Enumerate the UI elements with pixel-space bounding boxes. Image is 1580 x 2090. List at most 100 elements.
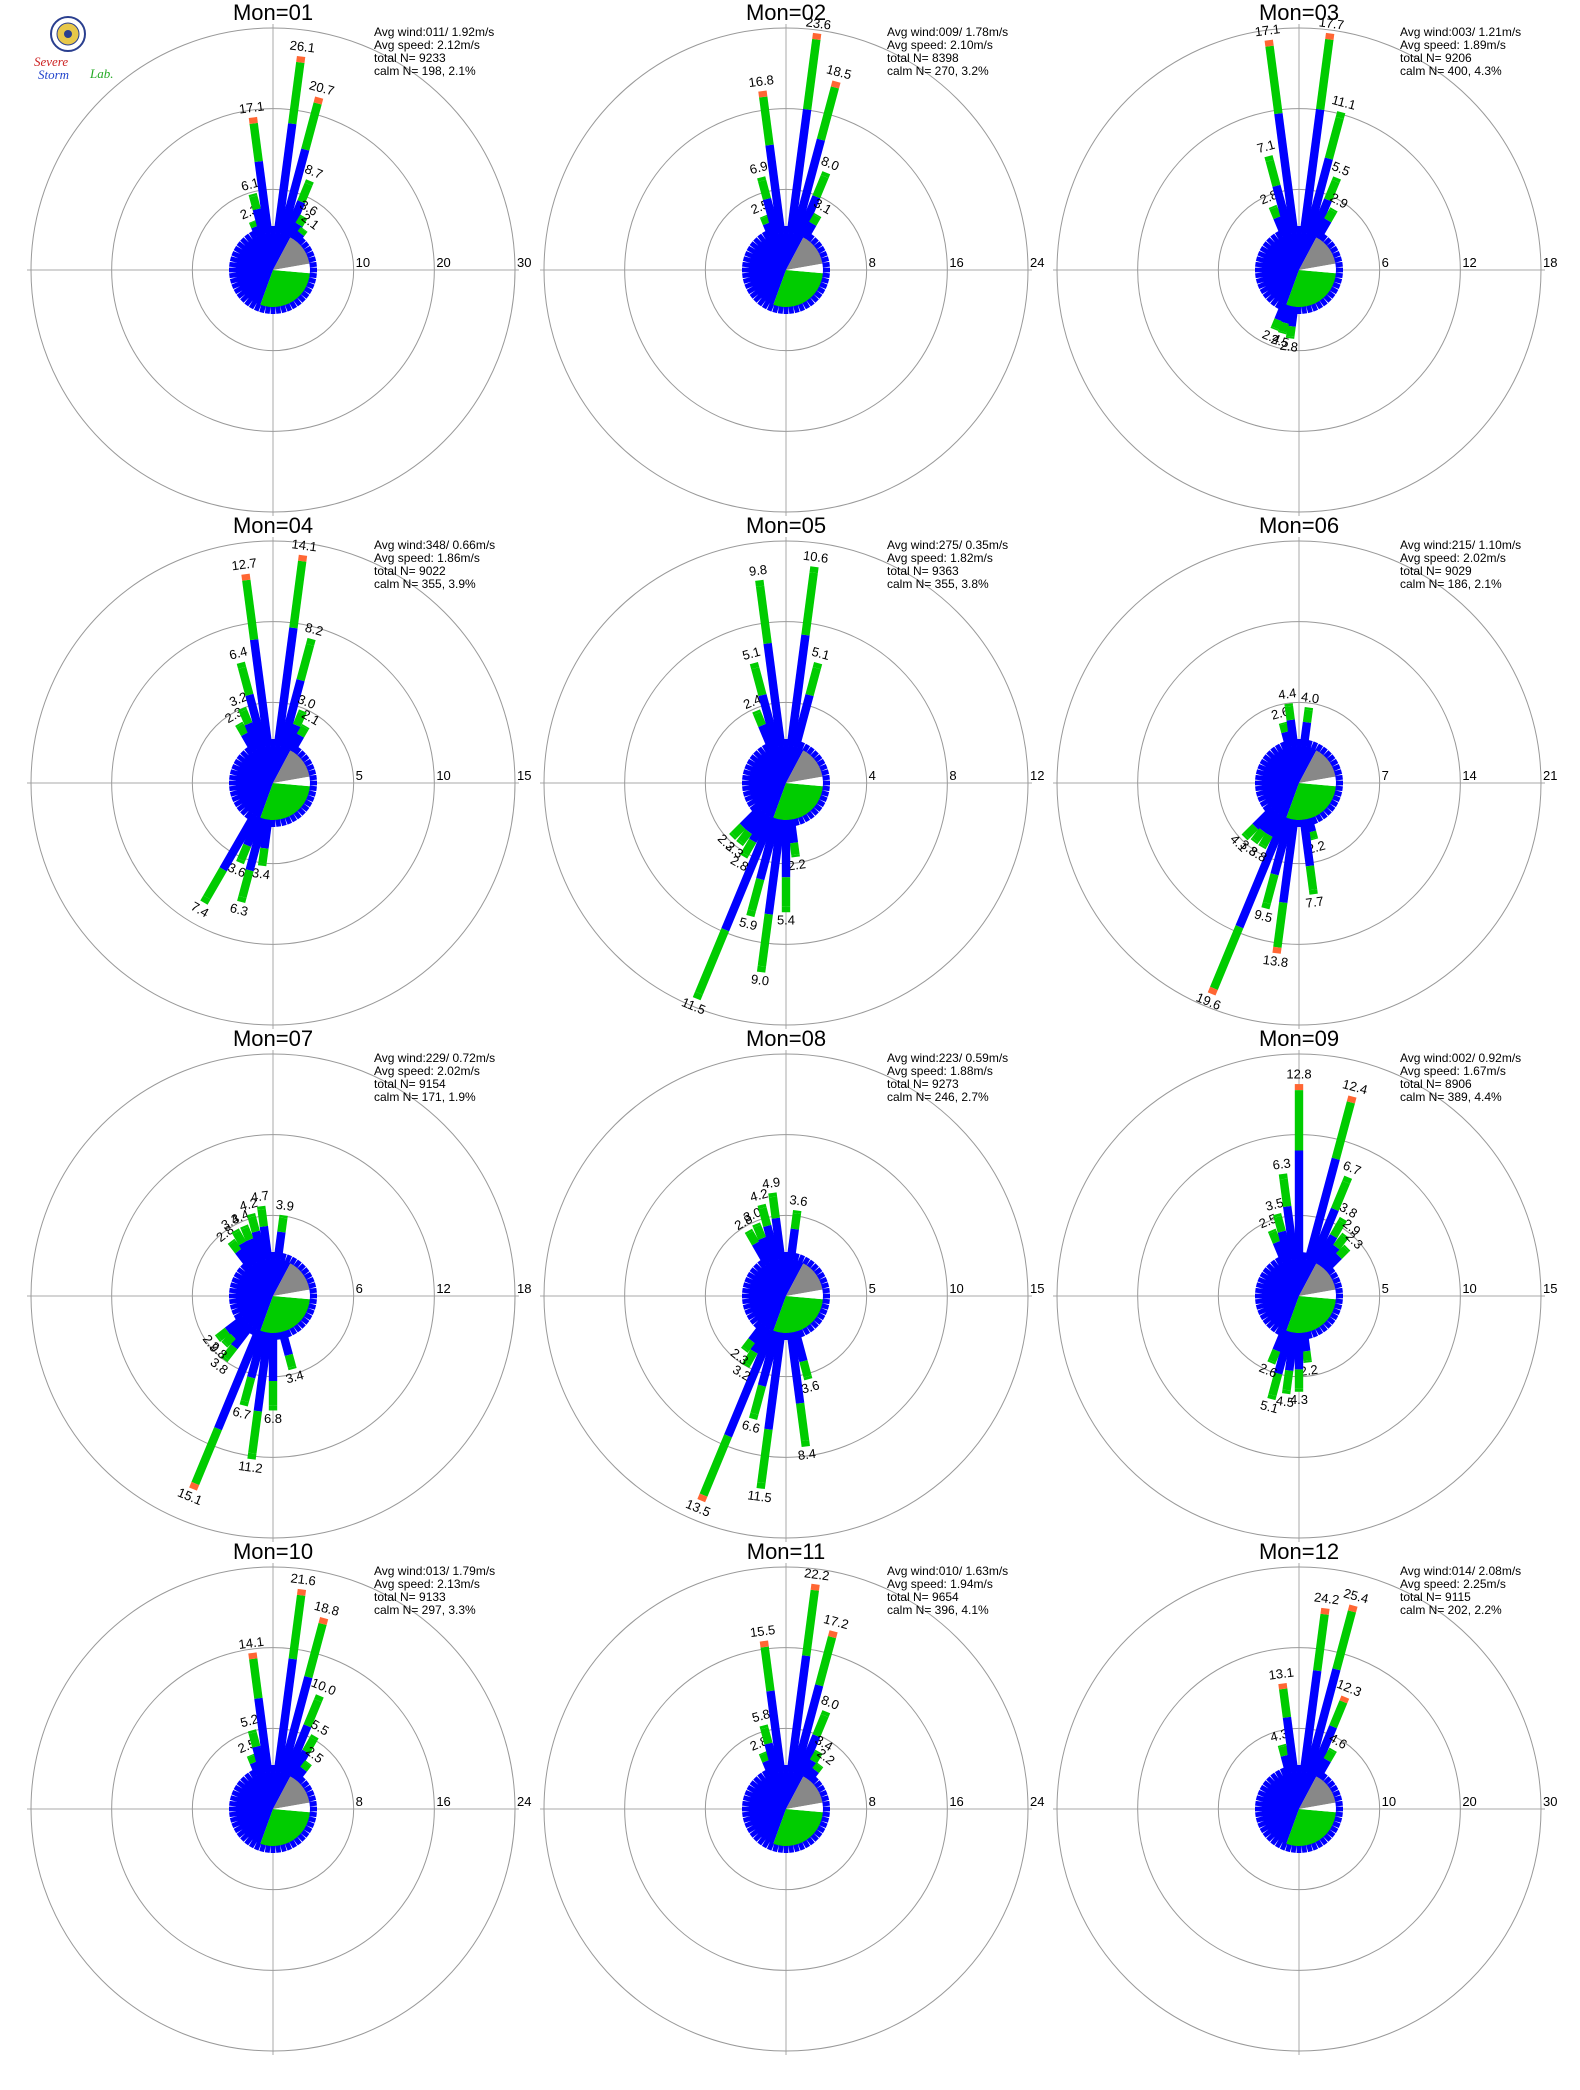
bar-segment-inner: [230, 1322, 254, 1350]
bar-segment-top: [729, 832, 737, 840]
bar-label: 5.1: [1259, 1397, 1280, 1416]
minor-bar: [797, 815, 806, 825]
bar-segment-mid: [228, 1240, 242, 1254]
calm-pie-green: [773, 783, 823, 820]
chart-title: Mon=02: [746, 0, 826, 25]
minor-bar: [229, 1298, 238, 1305]
minor-bar: [1331, 763, 1341, 772]
bar-segment-top: [768, 1192, 778, 1198]
bar-5: 5.5: [1309, 158, 1352, 238]
bar-segment-outer: [1325, 32, 1335, 40]
minor-bar: [309, 1806, 317, 1812]
bar-segment-top: [246, 1753, 256, 1758]
chart-title: Mon=01: [233, 0, 313, 25]
bar-segment-top: [812, 662, 823, 670]
bar-label: 21.6: [290, 1570, 317, 1588]
bar-segment-mid: [249, 195, 261, 211]
bar-9: 2.2: [1299, 1332, 1319, 1379]
minor-bar: [264, 1844, 271, 1853]
bar-segment-inner: [1272, 184, 1294, 236]
avg-wind-text: Avg wind:215/ 1.10m/s: [1400, 538, 1521, 552]
bar-segment-inner: [1304, 157, 1333, 236]
bar-segment-mid: [1271, 318, 1283, 330]
bar-label: 9.8: [748, 562, 768, 579]
calm-pie-white: [1299, 263, 1336, 274]
minor-bar: [229, 256, 239, 264]
bar-segment-mid: [1268, 1372, 1283, 1397]
calm-pie-blue: [748, 1258, 804, 1331]
bar-label: 11.1: [1330, 92, 1357, 113]
bar-segment-inner: [1299, 819, 1315, 867]
total-n-text: total N= 8906: [1400, 1077, 1472, 1091]
bar-label: 6.1: [239, 175, 260, 194]
bar-1: 4.4: [1277, 685, 1299, 747]
avg-wind-text: Avg wind:223/ 0.59m/s: [887, 1051, 1008, 1065]
bar-2: 6.4: [228, 643, 268, 749]
bar-segment-mid: [751, 667, 767, 697]
bar-label: 2.8: [1279, 338, 1299, 355]
calm-pie-white: [273, 1289, 310, 1300]
bar-3: 25.4: [1304, 1585, 1370, 1775]
ring-2: [1137, 108, 1461, 432]
bar-label: 25.4: [1342, 1585, 1370, 1606]
bar-label: 5.8: [750, 1706, 771, 1725]
bar-segment-mid: [248, 1731, 261, 1748]
bar-segment-mid: [191, 1427, 222, 1486]
avg-speed-text: Avg speed: 2.13m/s: [374, 1577, 480, 1591]
ring-label-1: 5: [1382, 1281, 1389, 1296]
avg-speed-text: Avg speed: 2.25m/s: [1400, 1577, 1506, 1591]
bar-segment-inner: [273, 1658, 297, 1773]
bar-segment-mid: [695, 928, 730, 995]
ring-3: [30, 1566, 516, 2052]
minor-bar: [229, 789, 239, 797]
bar-segment-outer: [812, 32, 822, 40]
calm-pie-gray: [1299, 1776, 1336, 1809]
total-n-text: total N= 9029: [1400, 564, 1472, 578]
bar-segment-inner: [219, 812, 259, 872]
calm-n-text: calm N= 186, 2.1%: [1400, 577, 1502, 591]
bar-7: 2.5: [292, 1743, 326, 1783]
bar-segment-mid: [755, 585, 772, 644]
minor-bar: [1331, 794, 1341, 803]
ring-2: [1137, 1647, 1461, 1971]
minor-bar: [742, 1811, 751, 1818]
bar-label: 4.2: [238, 1195, 259, 1214]
ring-label-2: 12: [1462, 255, 1476, 270]
minor-bar: [307, 256, 317, 264]
bar-4: 18.8: [278, 1598, 341, 1775]
bar-3: 22.2: [786, 1565, 830, 1773]
ring-label-3: 15: [1543, 1281, 1557, 1296]
minor-bar: [231, 1820, 241, 1829]
bar-segment-inner: [229, 1319, 250, 1340]
minor-bar: [1301, 1844, 1308, 1853]
calm-pie-blue: [1262, 1772, 1317, 1844]
bar-segment-inner: [791, 693, 814, 749]
minor-bar: [742, 774, 751, 781]
bar-segment-top: [1329, 207, 1338, 214]
calm-pie-gray: [273, 1776, 310, 1809]
bar-segment-mid: [268, 1381, 278, 1406]
bar-4: 4.7: [250, 1188, 273, 1260]
bar-segment-mid: [1313, 1613, 1329, 1672]
bar-segment-outer: [1339, 1695, 1350, 1704]
bar-segment-inner: [786, 108, 812, 234]
bar-segment-inner: [765, 144, 786, 234]
bar-1: 7.1: [1255, 137, 1294, 236]
bar-segment-mid: [1259, 832, 1273, 848]
calm-pie-green: [1286, 783, 1336, 821]
bar-3: 12.7: [231, 555, 273, 747]
minor-bar: [1335, 1806, 1343, 1812]
bar-segment-inner: [756, 817, 781, 881]
minor-bar: [1257, 1789, 1267, 1798]
bar-2: 9.8: [748, 562, 786, 747]
calm-pie-gray: [1299, 237, 1336, 270]
bar-9: 13.5: [684, 1328, 776, 1520]
bar-segment-top: [221, 1340, 229, 1348]
calm-pie-gray: [1299, 750, 1336, 783]
minor-bar: [744, 794, 754, 803]
bar-segment-mid: [742, 1338, 755, 1352]
bar-segment-mid: [236, 723, 249, 737]
minor-bar: [308, 774, 317, 781]
bar-label: 3.5: [1264, 1195, 1285, 1214]
